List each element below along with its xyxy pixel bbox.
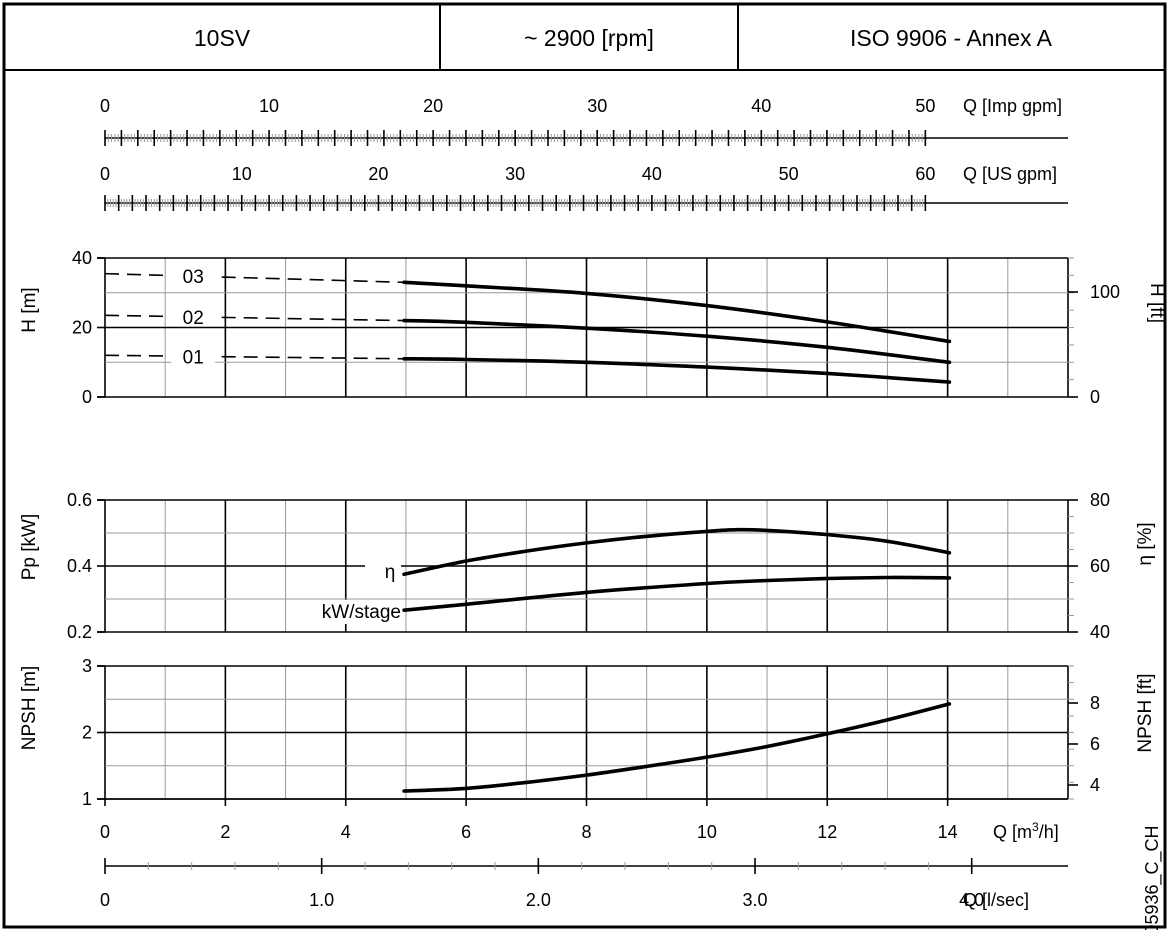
power-y2tick-label: 60 (1090, 556, 1110, 576)
efficiency-curve-label: η (385, 562, 396, 583)
head-curve-label-bg (171, 303, 216, 326)
head-ytick-label: 40 (72, 248, 92, 268)
power-label-bg (296, 600, 402, 624)
x-tick-label: 12 (817, 822, 837, 842)
axes-layer (97, 130, 1078, 874)
power-y2tick-label: 40 (1090, 622, 1110, 642)
head-curve-label-01: 01 (183, 347, 204, 368)
x-tick-label: 8 (581, 822, 591, 842)
lsec-scale-tick-label: 3.0 (743, 890, 768, 910)
x-tick-label: 10 (697, 822, 717, 842)
x-tick-label: 4 (341, 822, 351, 842)
power-ytick-label: 0.6 (67, 490, 92, 510)
imp-gpm-scale-tick-label: 50 (915, 96, 935, 116)
head-ytick-label: 20 (72, 318, 92, 338)
npsh-left-axis-title: NPSH [m] (19, 666, 40, 750)
efficiency-curve (402, 527, 952, 577)
imp-gpm-scale-label: Q [Imp gpm] (963, 96, 1062, 116)
x-axis-label: Q [m3/h] (993, 820, 1059, 842)
lsec-scale-tick-label: 1.0 (309, 890, 334, 910)
imp-gpm-scale-tick-label: 0 (100, 96, 110, 116)
us-gpm-scale-label: Q [US gpm] (963, 164, 1057, 184)
head-curve-label-bg (171, 343, 216, 366)
lsec-scale-tick-label: 4.0 (959, 890, 984, 910)
head-curve-01 (402, 357, 952, 384)
sheet-code: 05936_C_CH (1142, 825, 1163, 930)
us-gpm-scale-tick-label: 40 (642, 164, 662, 184)
npsh-y2tick-label: 4 (1090, 775, 1100, 795)
x-tick-label: 14 (938, 822, 958, 842)
power-curve (402, 575, 952, 612)
head-curve-label-03: 03 (183, 267, 204, 288)
power-ytick-label: 0.4 (67, 556, 92, 576)
header-speed: ~ 2900 [rpm] (524, 25, 654, 51)
head-curve-02-dashed-end (221, 316, 405, 322)
head-curve-02 (402, 318, 952, 365)
head-y2tick-label: 0 (1090, 387, 1100, 407)
us-gpm-scale-tick-label: 0 (100, 164, 110, 184)
head-curve-label-02: 02 (183, 308, 204, 329)
npsh-ytick-label: 3 (82, 656, 92, 676)
x-tick-label: 2 (220, 822, 230, 842)
npsh-ytick-label: 2 (82, 723, 92, 743)
us-gpm-scale-tick-label: 10 (232, 164, 252, 184)
head-curve-02-dashed-start (104, 314, 165, 318)
power-ytick-label: 0.2 (67, 622, 92, 642)
npsh-y2tick-label: 6 (1090, 734, 1100, 754)
npsh-right-axis-title: NPSH [ft] (1135, 673, 1156, 752)
imp-gpm-scale-tick-label: 20 (423, 96, 443, 116)
lsec-scale-label: Q [l/sec] (963, 890, 1029, 910)
imp-gpm-scale-tick-label: 30 (587, 96, 607, 116)
us-gpm-scale-tick-label: 30 (505, 164, 525, 184)
npsh-ytick-label: 1 (82, 789, 92, 809)
head-curve-03-dashed-end (221, 276, 405, 284)
head-curve-label-bg (171, 263, 216, 286)
us-gpm-scale-tick-label: 60 (915, 164, 935, 184)
head-curve-01-dashed-start (104, 354, 165, 357)
us-gpm-scale-tick-label: 20 (368, 164, 388, 184)
us-gpm-scale-tick-label: 50 (779, 164, 799, 184)
imp-gpm-scale-tick-label: 10 (259, 96, 279, 116)
head-ytick-label: 0 (82, 387, 92, 407)
power-left-axis-title: Pp [kW] (19, 514, 40, 581)
head-curve-01-dashed-end (221, 355, 405, 360)
x-tick-label: 6 (461, 822, 471, 842)
header-standard: ISO 9906 - Annex A (850, 25, 1053, 51)
head-y2tick-label: 100 (1090, 282, 1120, 302)
power-y2tick-label: 80 (1090, 490, 1110, 510)
lsec-scale-tick-label: 0 (100, 890, 110, 910)
npsh-y2tick-label: 8 (1090, 693, 1100, 713)
x-tick-label: 0 (100, 822, 110, 842)
head-right-axis-title: H [ft] (1146, 283, 1167, 323)
curves-layer (104, 272, 952, 793)
imp-gpm-scale-tick-label: 40 (751, 96, 771, 116)
power-right-axis-title: η [%] (1135, 522, 1156, 565)
grid-layer (104, 257, 1069, 800)
npsh-curve (402, 702, 952, 793)
lsec-scale-tick-label: 2.0 (526, 890, 551, 910)
header-model: 10SV (194, 25, 251, 51)
head-curve-03-dashed-start (104, 272, 165, 277)
head-left-axis-title: H [m] (19, 287, 40, 332)
efficiency-label-bg (365, 561, 401, 583)
head-curve-03 (402, 280, 952, 344)
power-curve-label: kW/stage (322, 602, 401, 623)
